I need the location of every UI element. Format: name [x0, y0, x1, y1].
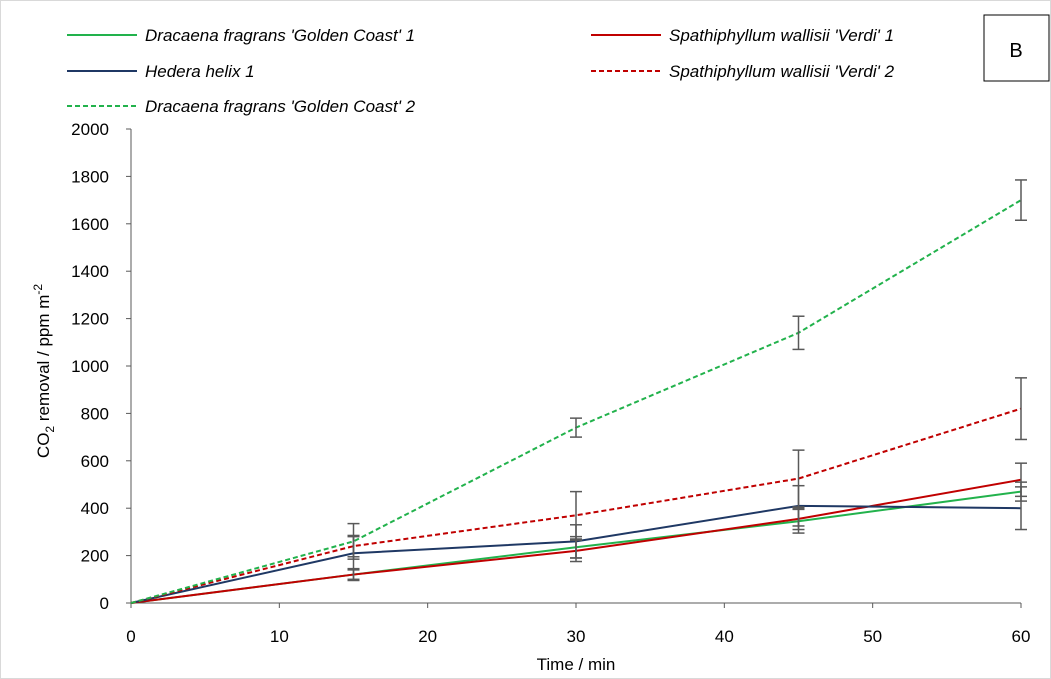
- error-bar: [347, 522, 360, 560]
- error-bar: [792, 315, 805, 351]
- legend-entry: Spathiphyllum wallisii 'Verdi' 1: [591, 26, 894, 45]
- y-tick-label: 1000: [71, 357, 109, 376]
- legend-entry: Hedera helix 1: [67, 62, 255, 81]
- x-tick-label: 40: [715, 627, 734, 646]
- y-title-sup: -2: [31, 284, 45, 295]
- axes: 0 200 400 600 800 1000 1200 1400 1600 1800 2000 0 10…: [71, 120, 1030, 646]
- y-tick-label: 2000: [71, 120, 109, 139]
- legend-label: Hedera helix 1: [145, 62, 255, 81]
- y-title-prefix: CO: [34, 433, 53, 459]
- y-tick-label: 400: [81, 499, 109, 518]
- error-bar: [570, 490, 582, 540]
- error-bar: [1015, 179, 1027, 221]
- y-tick-label: 1800: [71, 167, 109, 186]
- x-axis-title: Time / min: [537, 655, 616, 674]
- legend-label: Spathiphyllum wallisii 'Verdi' 1: [669, 26, 894, 45]
- y-tick-label: 1200: [71, 310, 109, 329]
- error-bar: [1015, 486, 1027, 531]
- y-tick-label: 0: [100, 594, 109, 613]
- legend-label: Spathiphyllum wallisii 'Verdi' 2: [669, 62, 895, 81]
- panel-label-box: B: [983, 14, 1050, 82]
- error-bar: [570, 417, 582, 438]
- x-tick-label: 10: [270, 627, 289, 646]
- y-title-middle: removal / ppm m: [34, 295, 53, 426]
- error-bar: [792, 449, 805, 508]
- y-tick-label: 1600: [71, 215, 109, 234]
- legend-entry: Spathiphyllum wallisii 'Verdi' 2: [591, 62, 895, 81]
- x-tick-label: 60: [1012, 627, 1031, 646]
- x-tick-label: 50: [863, 627, 882, 646]
- legend: Dracaena fragrans 'Golden Coast' 1 Hedera…: [67, 26, 895, 116]
- legend-entry: Dracaena fragrans 'Golden Coast' 1: [67, 26, 415, 45]
- y-tick-label: 200: [81, 547, 109, 566]
- y-tick-label: 1400: [71, 262, 109, 281]
- legend-label: Dracaena fragrans 'Golden Coast' 1: [145, 26, 415, 45]
- x-tick-label: 20: [418, 627, 437, 646]
- panel-label: B: [1009, 40, 1022, 62]
- y-tick-label: 800: [81, 404, 109, 423]
- y-axis-title: CO2 removal / ppm m-2: [31, 284, 57, 458]
- legend-entry: Dracaena fragrans 'Golden Coast' 2: [67, 97, 416, 116]
- x-tick-label: 0: [126, 627, 135, 646]
- plot-area: [130, 179, 1027, 604]
- error-bar: [1015, 377, 1027, 441]
- x-tick-label: 30: [567, 627, 586, 646]
- y-tick-label: 600: [81, 452, 109, 471]
- series-line: [130, 407, 1022, 604]
- legend-label: Dracaena fragrans 'Golden Coast' 2: [145, 97, 416, 116]
- y-title-sub: 2: [43, 426, 57, 433]
